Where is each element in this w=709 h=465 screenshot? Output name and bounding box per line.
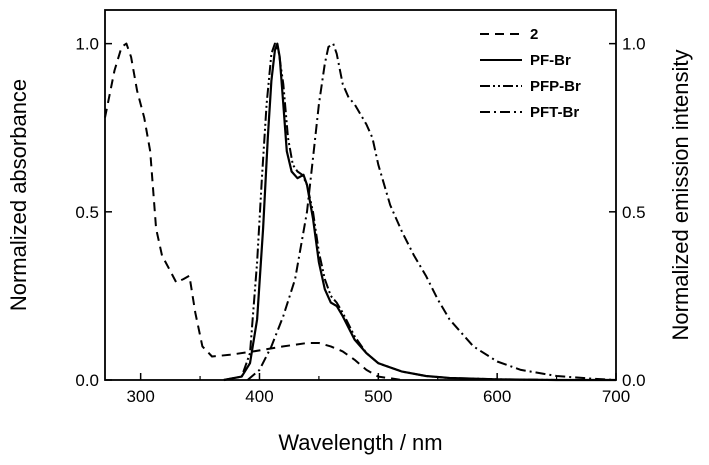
y-tick-label: 1.0 [75, 35, 99, 54]
x-tick-label: 300 [126, 387, 154, 406]
y-tick-label: 0.5 [75, 203, 99, 222]
plot-axes [104, 9, 617, 381]
series-line-pft-br [246, 42, 617, 381]
x-tick-label: 600 [483, 387, 511, 406]
x-tick-label: 700 [602, 387, 630, 406]
series-line-2 [104, 42, 403, 381]
series-layer [104, 42, 617, 382]
y2-tick-label: 1.0 [622, 35, 646, 54]
legend-label: PFP-Br [530, 78, 581, 95]
y2-tick-label: 0.0 [622, 371, 646, 390]
y-tick-label: 0.0 [75, 371, 99, 390]
legend: 2 PF-Br PFP-Br PFT-Br [480, 26, 581, 121]
plot-frame [104, 9, 617, 381]
legend-label: PFT-Br [530, 104, 579, 121]
y-axis-title: Normalized absorbance [6, 79, 31, 311]
x-tick-label: 400 [245, 387, 273, 406]
x-tick-label: 500 [364, 387, 392, 406]
y2-tick-label: 0.5 [622, 203, 646, 222]
y2-axis-title: Normalized emission intensity [668, 50, 693, 341]
legend-label: 2 [530, 26, 538, 43]
legend-label: PF-Br [530, 52, 571, 69]
series-line-pfp-br [223, 42, 616, 381]
x-axis-title: Wavelength / nm [278, 430, 442, 455]
